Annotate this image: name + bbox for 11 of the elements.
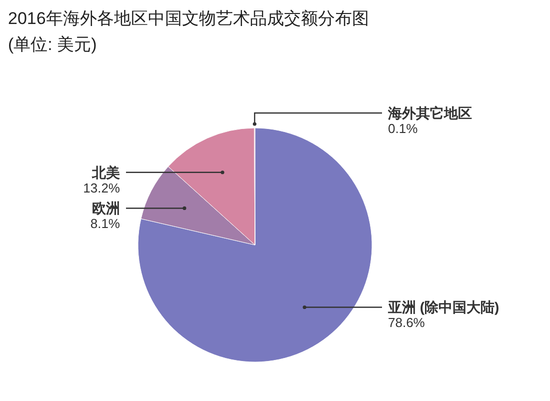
chart-title: 2016年海外各地区中国文物艺术品成交额分布图 <box>8 9 369 28</box>
data-label: 0.1% <box>388 121 418 136</box>
slice-label: 欧洲 <box>92 200 120 216</box>
data-label: 78.6% <box>388 315 426 330</box>
slice-label: 海外其它地区 <box>387 105 472 121</box>
chart-subtitle: (单位: 美元) <box>8 35 97 54</box>
data-label: 8.1% <box>90 216 120 232</box>
slice-label: 北美 <box>91 164 120 180</box>
slice-label: 亚洲 (除中国大陆) <box>387 299 500 316</box>
pie-slice <box>138 128 372 362</box>
data-label: 13.2% <box>83 180 120 196</box>
